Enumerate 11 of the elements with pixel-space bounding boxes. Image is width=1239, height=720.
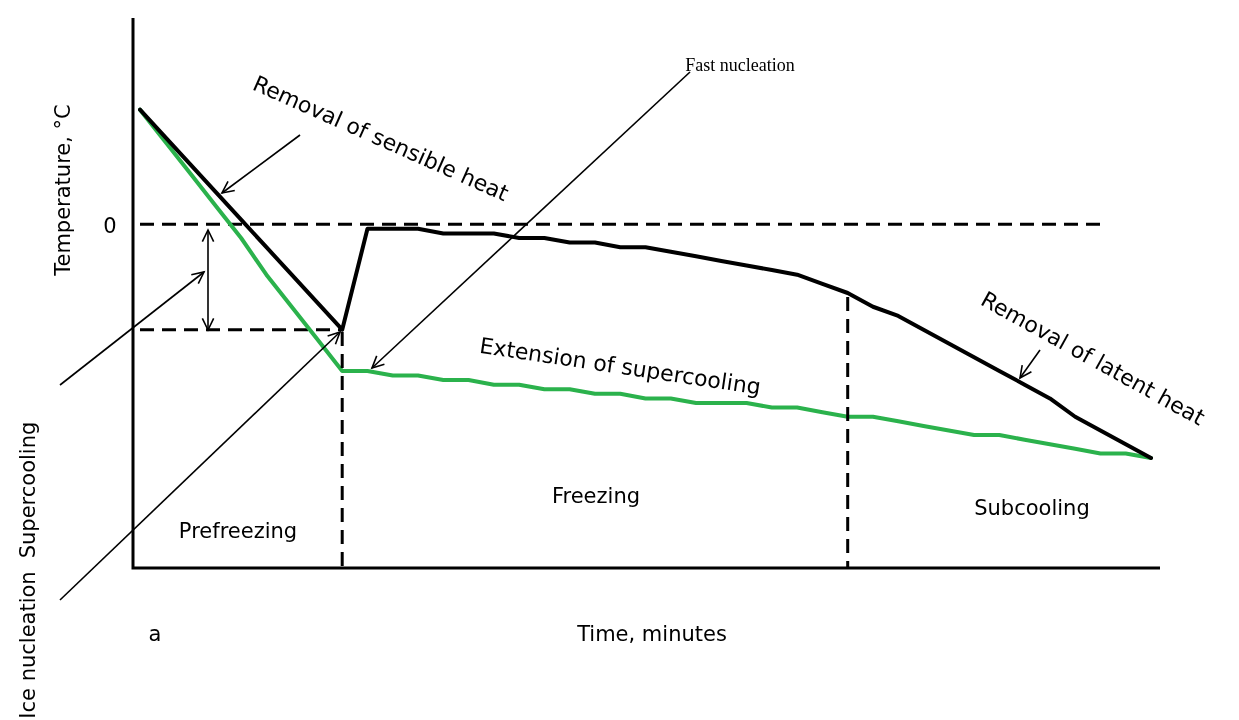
text: Fast nucleation bbox=[685, 54, 795, 75]
text: Supercooling bbox=[16, 421, 41, 559]
y-axis-title: Temperature, °C bbox=[51, 104, 76, 277]
annotation: Extension of supercooling bbox=[478, 332, 763, 400]
annotation: Freezing bbox=[551, 484, 641, 509]
text: a bbox=[148, 622, 162, 647]
annotation: Subcooling bbox=[974, 496, 1090, 521]
text: 0 bbox=[103, 214, 117, 239]
annotation: Prefreezing bbox=[178, 519, 298, 544]
text: Ice nucleation bbox=[16, 571, 41, 719]
x-axis-title: Time, minutes bbox=[576, 622, 727, 647]
